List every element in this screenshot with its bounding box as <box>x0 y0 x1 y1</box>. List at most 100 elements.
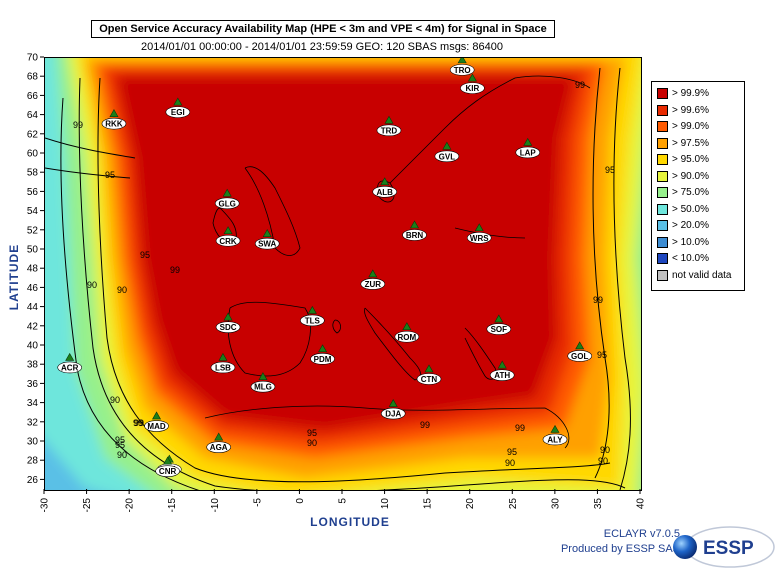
station-triangle-icon <box>223 226 233 235</box>
lon-tick-label: -30 <box>40 498 51 513</box>
legend-swatch <box>657 104 668 116</box>
lat-tick-label: 34 <box>27 398 39 409</box>
lat-tick-label: 64 <box>27 110 39 121</box>
lon-tick-label: 25 <box>508 498 519 510</box>
coast-north-africa <box>204 405 570 449</box>
station-label-bubble <box>449 64 475 76</box>
station-code: MLG <box>254 383 272 392</box>
logo-text: ESSP <box>703 538 754 559</box>
contour-label: 95 <box>507 447 517 457</box>
contour-label: 90 <box>598 456 608 466</box>
legend-swatch <box>657 137 668 149</box>
station-code: CNR <box>159 467 177 476</box>
station-triangle-icon <box>388 398 398 407</box>
station-code: GOL <box>571 352 588 361</box>
station-triangle-icon <box>384 115 394 124</box>
station-code: GLG <box>219 199 236 208</box>
station-label-bubble <box>165 106 191 118</box>
contour-label: 90 <box>87 280 97 290</box>
lat-tick-label: 50 <box>27 245 39 256</box>
station-code: SWA <box>258 240 276 249</box>
legend-label: > 99.0% <box>672 121 709 133</box>
contour-label: 99 <box>420 420 430 430</box>
station-label-bubble <box>215 321 241 333</box>
station-marker: MLG <box>250 372 276 393</box>
station-label-bubble <box>434 150 460 163</box>
lat-tick-label: 62 <box>27 129 39 140</box>
lat-tick-label: 58 <box>27 168 39 179</box>
legend-swatch <box>657 154 668 165</box>
x-axis-label: LONGITUDE <box>310 515 390 529</box>
station-label-bubble <box>254 237 280 250</box>
legend-item: > 99.6% <box>657 104 709 117</box>
station-triangle-icon <box>307 305 317 314</box>
legend-item: > 99.9% <box>657 88 709 100</box>
band-999 <box>117 76 575 430</box>
contour-label: 95 <box>115 435 125 445</box>
legend-swatch <box>657 253 668 264</box>
version-text: ECLAYR v7.0.5 <box>603 528 680 540</box>
lat-tick-label: 66 <box>27 91 39 102</box>
station-code: ACR <box>61 363 79 372</box>
coast-sardinia <box>332 319 341 334</box>
essp-logo: ESSP <box>673 526 775 568</box>
station-triangle-icon <box>474 223 484 232</box>
legend-label: > 10.0% <box>672 236 709 248</box>
contour-label: 99 <box>593 295 603 305</box>
station-marker: TRD <box>376 115 402 137</box>
station-marker: TLS <box>300 305 325 327</box>
lon-tick-label: -5 <box>252 498 263 507</box>
station-label-bubble <box>542 433 568 446</box>
legend-label: > 99.9% <box>672 88 709 100</box>
station-code: DJA <box>385 410 401 419</box>
contour-label: 99 <box>133 418 143 428</box>
station-marker: GLG <box>214 188 240 210</box>
station-triangle-icon <box>424 364 434 373</box>
map-subtitle: 2014/01/01 00:00:00 - 2014/01/01 23:59:5… <box>140 41 504 53</box>
station-marker: TRO <box>449 58 475 76</box>
lat-tick-label: 38 <box>27 360 39 371</box>
station-triangle-icon <box>550 424 560 433</box>
station-label-bubble <box>144 420 169 432</box>
station-label-bubble <box>210 361 236 374</box>
legend-swatch <box>657 88 668 99</box>
legend-swatch <box>657 170 668 182</box>
lon-tick-label: -25 <box>82 498 93 513</box>
station-label-bubble <box>155 465 180 477</box>
contour-95-east <box>613 67 631 490</box>
station-label-bubble <box>567 350 592 362</box>
legend-swatch <box>657 220 668 231</box>
station-code: WRS <box>470 234 489 243</box>
station-marker: LSB <box>210 352 236 374</box>
coast-scandinavia <box>389 75 591 184</box>
station-marker: RKK <box>101 109 127 130</box>
lon-tick-label: 5 <box>338 498 349 504</box>
station-code: LSB <box>215 363 231 372</box>
lon-tick-label: 10 <box>380 498 391 510</box>
station-code: BRN <box>406 231 424 240</box>
contour-label: 95 <box>605 165 615 175</box>
coast-italy <box>364 307 421 381</box>
station-marker: WRS <box>466 223 492 244</box>
station-marker: MAD <box>144 411 169 432</box>
lat-tick-label: 40 <box>27 341 39 352</box>
contour-99 <box>97 77 611 483</box>
contour-label: 90 <box>600 445 610 455</box>
station-triangle-icon <box>494 314 504 323</box>
station-code: ROM <box>398 333 417 342</box>
contour-95 <box>78 77 626 490</box>
station-marker: ACR <box>57 352 82 374</box>
legend-item: > 10.0% <box>657 236 709 249</box>
lat-tick-label: 28 <box>27 456 39 467</box>
lon-tick-label: 40 <box>636 498 647 510</box>
station-code: AGA <box>210 443 228 452</box>
contour-west-2 <box>45 167 131 179</box>
lon-tick-label: -15 <box>167 498 178 513</box>
station-marker: ATH <box>489 360 515 381</box>
station-triangle-icon <box>497 360 507 369</box>
legend-label: > 20.0% <box>672 220 709 232</box>
legend-label: > 50.0% <box>672 203 709 215</box>
station-triangle-icon <box>318 344 328 353</box>
station-label-bubble <box>460 82 485 94</box>
coast-britain <box>244 166 301 256</box>
